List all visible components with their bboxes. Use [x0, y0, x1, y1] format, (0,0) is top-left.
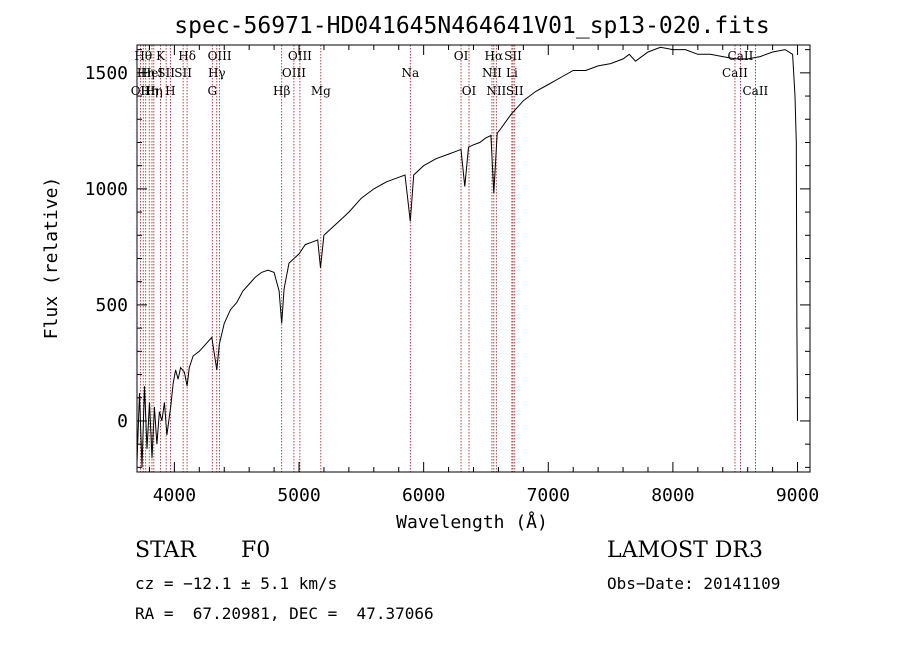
coordinates: RA = 67.20981, DEC = 47.37066: [135, 604, 434, 623]
line-label-25: SII: [504, 49, 522, 63]
line-label-13: OIII: [208, 49, 232, 63]
line-label-3: Hη: [140, 84, 158, 98]
line-label-16: OIII: [288, 49, 312, 63]
spectral-line-markers: [139, 45, 756, 472]
line-label-10: SII: [174, 66, 192, 80]
survey-name: LAMOST DR3: [607, 538, 763, 563]
y-axis-ticks: 0 500 1000 1500: [85, 49, 810, 468]
object-class: STAR: [135, 538, 196, 563]
observation-date: Obs−Date: 20141109: [607, 574, 781, 593]
line-label-15: OIII: [282, 66, 306, 80]
line-label-0: OII: [131, 84, 151, 98]
y-tick-label-0: 0: [117, 411, 128, 432]
spectral-line-labels: OIIHθHηHηHeIHηKSIIHHδSIIGHγOIIIHβOIIIOII…: [131, 49, 769, 98]
chart-title: spec-56971-HD041645N464641V01_sp13-020.f…: [174, 13, 769, 39]
redshift-velocity: cz = −12.1 ± 5.1 km/s: [135, 574, 338, 593]
line-label-14: Hβ: [273, 84, 290, 98]
plot-frame: [136, 44, 811, 473]
line-label-29: CaII: [742, 84, 768, 98]
line-label-19: OI: [454, 49, 469, 63]
line-label-22: Hα: [485, 49, 504, 63]
line-label-21: NII: [482, 66, 502, 80]
line-label-6: K: [156, 49, 166, 63]
y-axis-label: Flux (relative): [41, 177, 62, 340]
y-tick-label-500: 500: [95, 295, 128, 316]
line-label-27: CaII: [722, 66, 748, 80]
line-label-18: Na: [401, 66, 419, 80]
line-label-20: OI: [462, 84, 477, 98]
x-tick-label-9000: 9000: [776, 485, 819, 506]
line-label-17: Mg: [311, 84, 331, 98]
line-label-26: SII: [506, 84, 524, 98]
spectrum-series: [136, 46, 798, 468]
line-label-12: Hγ: [208, 66, 226, 80]
x-tick-label-4000: 4000: [153, 485, 196, 506]
x-tick-label-8000: 8000: [651, 485, 694, 506]
y-tick-label-1500: 1500: [85, 63, 128, 84]
y-tick-label-1000: 1000: [85, 179, 128, 200]
x-tick-label-5000: 5000: [277, 485, 320, 506]
x-tick-label-6000: 6000: [402, 485, 445, 506]
line-label-28: CaII: [728, 49, 754, 63]
line-label-11: G: [207, 84, 217, 98]
line-label-9: Hδ: [178, 49, 196, 63]
line-label-24: Li: [506, 66, 518, 80]
x-axis-ticks: 4000 5000 6000 7000 8000 9000: [148, 45, 819, 506]
x-axis-label: Wavelength (Å): [396, 511, 548, 533]
line-label-7: SII: [157, 66, 175, 80]
line-label-4: HeI: [141, 66, 164, 80]
series-line-spectrum: [136, 46, 798, 468]
line-label-1: Hθ: [134, 49, 152, 63]
line-label-23: NII: [486, 84, 506, 98]
object-subclass: F0: [241, 538, 271, 563]
line-label-8: H: [165, 84, 175, 98]
x-tick-label-7000: 7000: [527, 485, 570, 506]
line-label-5: Hη: [145, 84, 163, 98]
